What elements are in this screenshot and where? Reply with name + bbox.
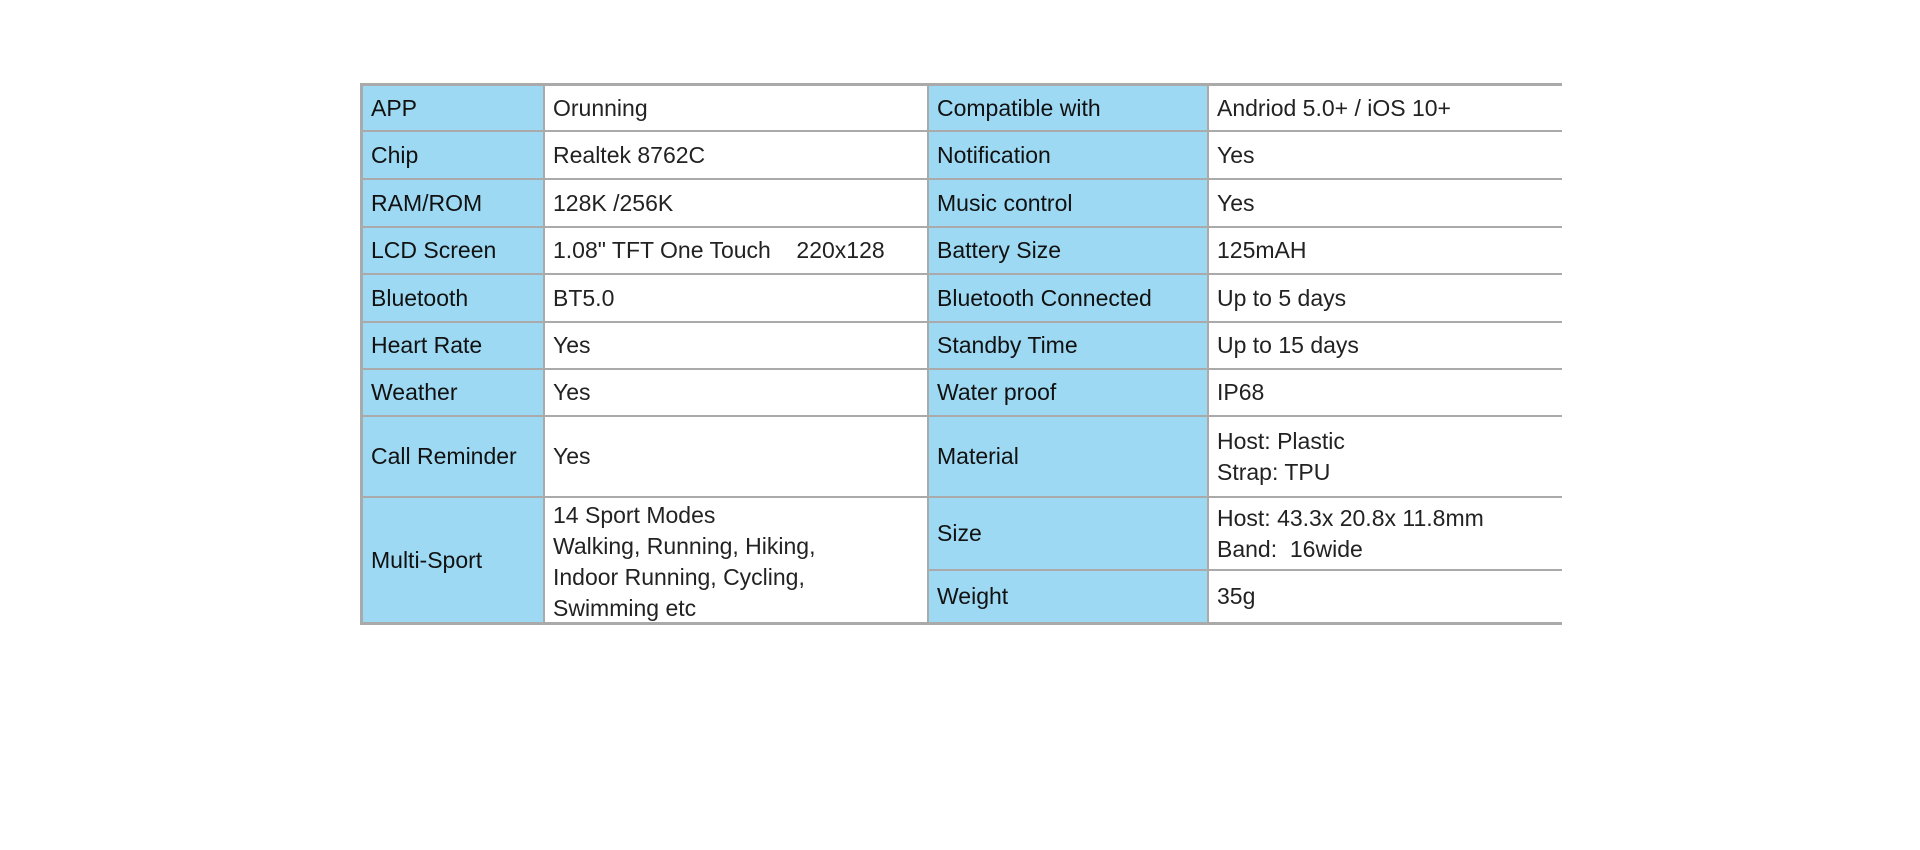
label-text: Heart Rate [371, 332, 483, 358]
label-text: Size [937, 520, 982, 546]
value-line: Orunning [553, 94, 648, 121]
spec-label: Chip [363, 132, 543, 178]
value-line: Up to 5 days [1217, 284, 1347, 311]
value-line: Yes [1217, 141, 1255, 168]
label-text: Chip [371, 141, 419, 168]
value-line: 14 Sport Modes [553, 502, 716, 528]
spec-value: 125mAH [1209, 228, 1565, 273]
label-text: Bluetooth Connected [937, 284, 1152, 311]
label-text: Material [937, 443, 1019, 469]
spec-label: Bluetooth [363, 275, 543, 321]
spec-value: Orunning [545, 86, 927, 130]
spec-label: Compatible with [929, 86, 1207, 130]
value-line: Host: Plastic [1217, 427, 1345, 454]
spec-value: 128K /256K [545, 180, 927, 226]
value-line: Strap: TPU [1217, 458, 1331, 485]
value-line: Yes [553, 443, 591, 469]
spec-value: Host: 43.3x 20.8x 11.8mm Band: 16wide [1209, 498, 1565, 569]
label-text: Music control [937, 189, 1073, 216]
spec-label: Music control [929, 180, 1207, 226]
label-text: Weight [937, 583, 1009, 609]
label-text: LCD Screen [371, 237, 497, 263]
spec-value: Andriod 5.0+ / iOS 10+ [1209, 86, 1565, 130]
spec-label: Bluetooth Connected [929, 275, 1207, 321]
value-line: Indoor Running, Cycling, [553, 564, 805, 590]
spec-value: Up to 5 days [1209, 275, 1565, 321]
value-line: Yes [553, 332, 591, 358]
value-line: Andriod 5.0+ / iOS 10+ [1217, 94, 1451, 121]
value-line: 128K /256K [553, 189, 674, 216]
spec-value: Host: Plastic Strap: TPU [1209, 417, 1565, 496]
spec-value: 1.08" TFT One Touch 220x128 [545, 228, 927, 273]
label-text: Water proof [937, 379, 1057, 405]
value-line: Yes [1217, 189, 1255, 216]
spec-label: Call Reminder [363, 417, 543, 496]
label-text: Bluetooth [371, 284, 469, 311]
spec-value: 14 Sport Modes Walking, Running, Hiking, I… [545, 498, 927, 622]
spec-label: Material [929, 417, 1207, 496]
spec-value: IP68 [1209, 370, 1565, 415]
spec-label: APP [363, 86, 543, 130]
value-line: Up to 15 days [1217, 332, 1359, 358]
spec-value: Yes [545, 323, 927, 368]
value-line: Band: 16wide [1217, 535, 1363, 562]
value-line: Realtek 8762C [553, 141, 706, 168]
spec-label: Weight [929, 571, 1207, 622]
spec-value: BT5.0 [545, 275, 927, 321]
label-text: Battery Size [937, 237, 1061, 263]
spec-label: Battery Size [929, 228, 1207, 273]
spec-label: Standby Time [929, 323, 1207, 368]
label-text: Compatible with [937, 94, 1101, 121]
spec-table: APP Orunning Chip Realtek 8762C RAM/ROM 128K … [360, 83, 1565, 625]
label-text: RAM/ROM [371, 189, 483, 216]
spec-value: Yes [1209, 132, 1565, 178]
spec-label: Multi-Sport [363, 498, 543, 622]
label-text: Weather [371, 379, 458, 405]
value-line: 125mAH [1217, 237, 1307, 263]
spec-value: Up to 15 days [1209, 323, 1565, 368]
spec-value: Yes [1209, 180, 1565, 226]
value-line: IP68 [1217, 379, 1265, 405]
spec-label: RAM/ROM [363, 180, 543, 226]
value-line: 1.08" TFT One Touch 220x128 [553, 237, 885, 263]
spec-label: Size [929, 498, 1207, 569]
value-line: Host: 43.3x 20.8x 11.8mm [1217, 504, 1484, 531]
label-text: Standby Time [937, 332, 1078, 358]
label-text: Multi-Sport [371, 546, 483, 573]
label-text: Call Reminder [371, 443, 517, 469]
value-line: BT5.0 [553, 284, 615, 311]
label-text: APP [371, 94, 418, 121]
value-line: Walking, Running, Hiking, [553, 533, 816, 559]
spec-value: 35g [1209, 571, 1565, 622]
value-line: Swimming etc [553, 595, 697, 621]
spec-label: Water proof [929, 370, 1207, 415]
spec-label: Weather [363, 370, 543, 415]
spec-value: Yes [545, 370, 927, 415]
spec-label: LCD Screen [363, 228, 543, 273]
spec-label: Heart Rate [363, 323, 543, 368]
value-line: 35g [1217, 583, 1256, 609]
value-line: Yes [553, 379, 591, 405]
spec-value: Realtek 8762C [545, 132, 927, 178]
spec-label: Notification [929, 132, 1207, 178]
label-text: Notification [937, 141, 1051, 168]
spec-value: Yes [545, 417, 927, 496]
